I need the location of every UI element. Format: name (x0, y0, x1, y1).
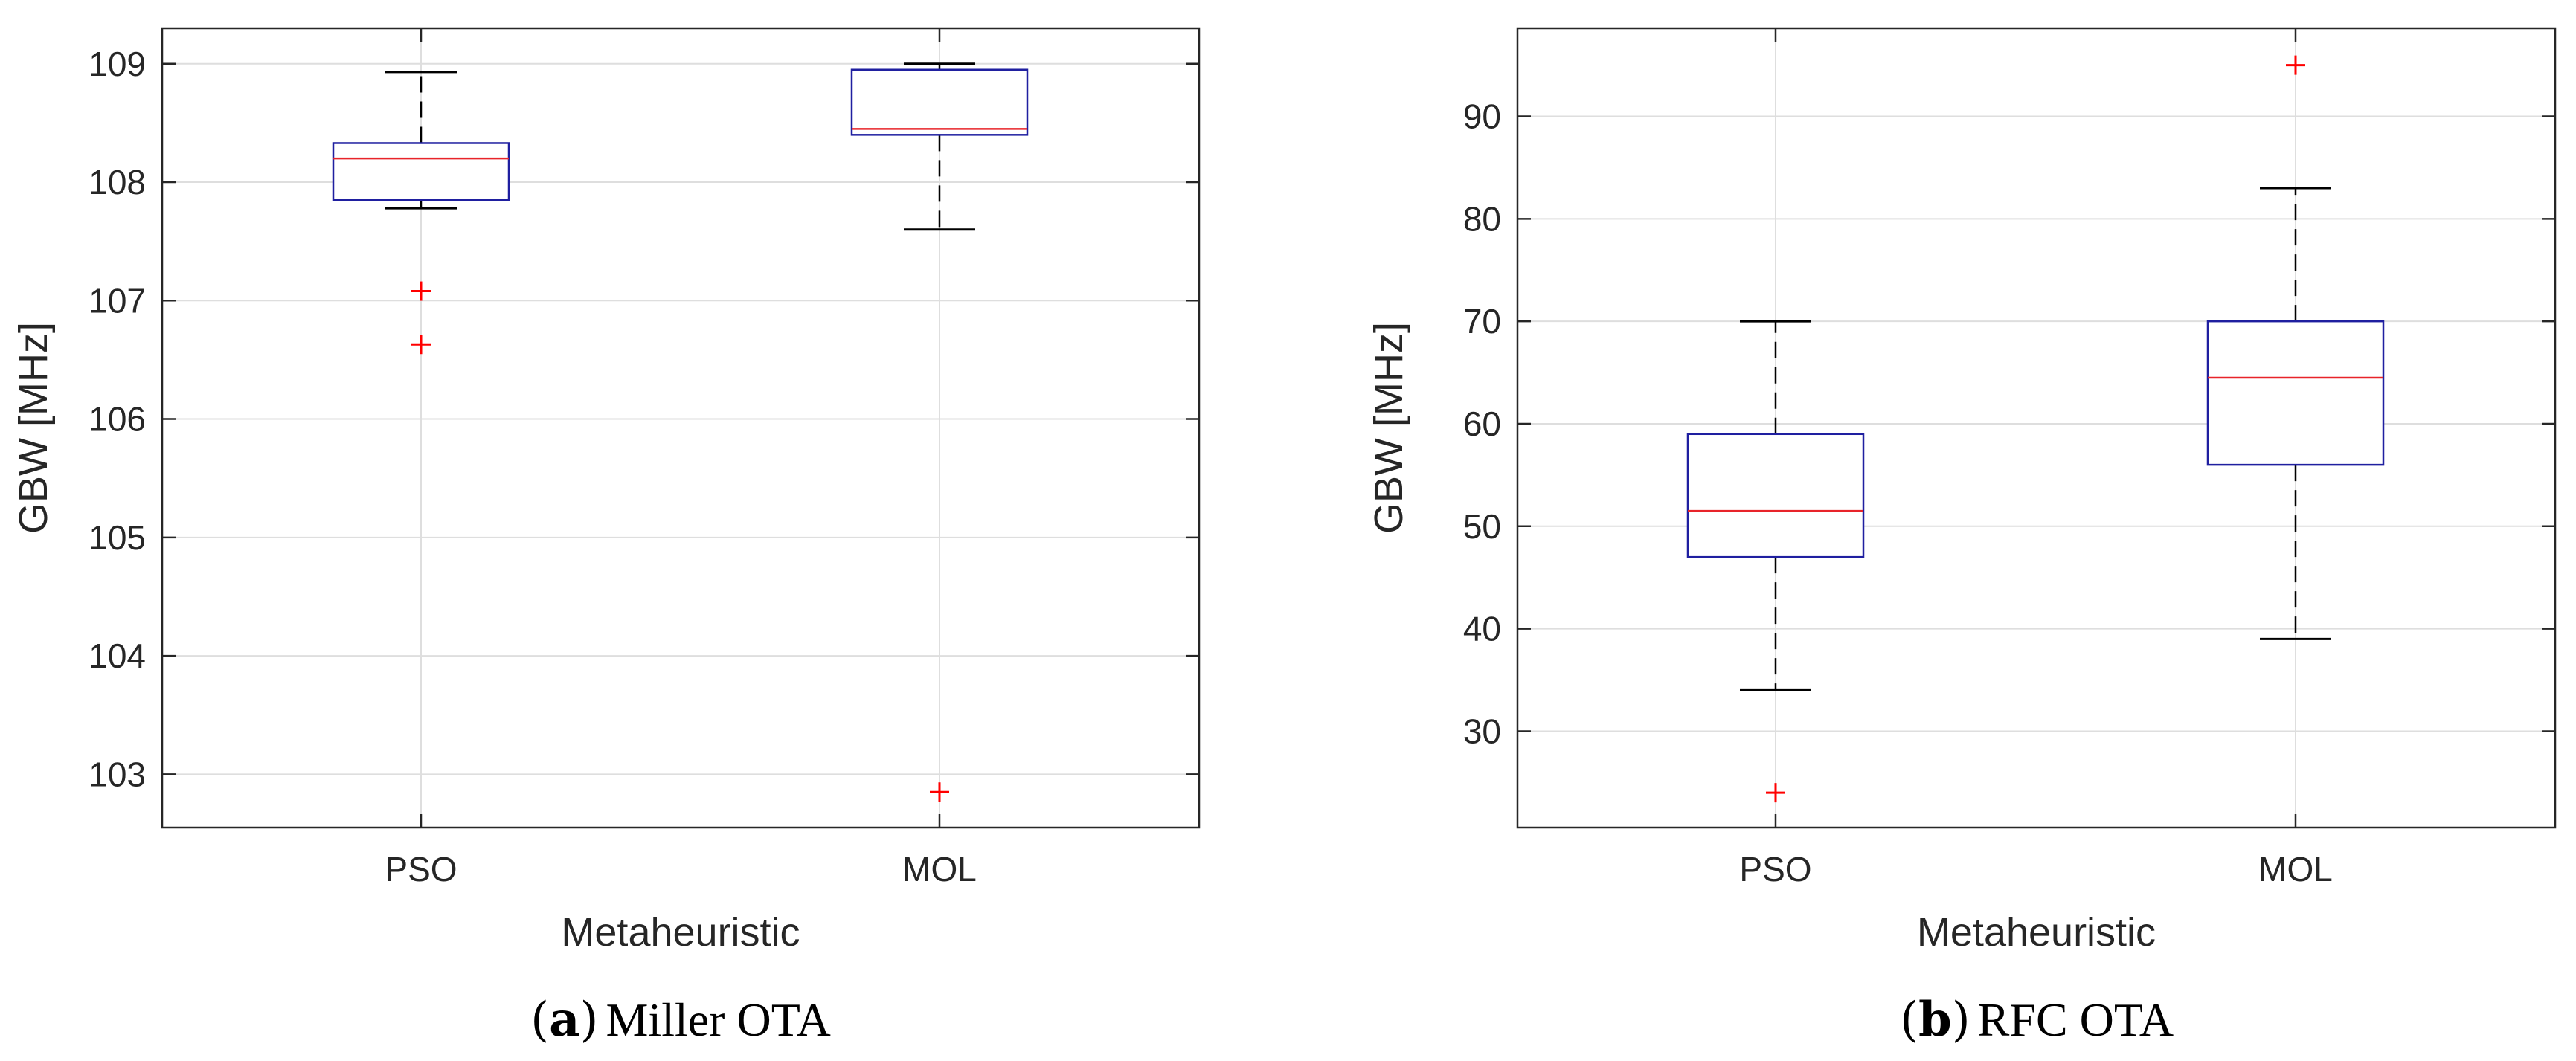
y-axis-label: GBW [MHz] (1366, 322, 1411, 534)
y-tick-label: 40 (1463, 610, 1501, 648)
x-tick-label: PSO (385, 850, 457, 889)
x-tick-label: MOL (902, 850, 977, 889)
y-axis-label: GBW [MHz] (11, 322, 56, 534)
x-axis-label: Metaheuristic (1917, 910, 2156, 955)
y-tick-label: 109 (89, 45, 146, 83)
panel-caption: (b) RFC OTA (1900, 992, 2174, 1048)
box-pso (332, 71, 510, 355)
y-tick-label: 60 (1463, 404, 1501, 443)
y-tick-label: 50 (1463, 507, 1501, 546)
iqr-box (2206, 320, 2385, 466)
outlier-marker (411, 281, 431, 301)
outlier-marker (1766, 783, 1785, 803)
iqr-box (850, 68, 1029, 136)
box-mol (850, 62, 1029, 802)
caption-title: RFC OTA (1978, 993, 2174, 1046)
x-tick-label: PSO (1739, 850, 1811, 889)
box-pso (1686, 320, 1865, 803)
iqr-box (332, 142, 510, 201)
y-tick-label: 107 (89, 281, 146, 320)
y-tick-label: 70 (1463, 302, 1501, 341)
x-axis-label: Metaheuristic (561, 910, 800, 955)
caption-letter: b (1918, 992, 1952, 1048)
outlier-marker (2286, 55, 2305, 75)
axes-frame (161, 27, 1201, 829)
panel-b-rfc-ota: 30 40 50 60 70 80 90 PSO MOL GBW [MHz] Metaheurist… (1366, 27, 2557, 1048)
caption-title: Miller OTA (606, 993, 831, 1046)
panel-a-miller-ota: 103 104 105 106 107 108 109 PSO MOL GBW [MHz] Meta… (11, 27, 1201, 1048)
caption-letter: a (549, 992, 579, 1048)
iqr-box (1686, 433, 1865, 558)
box-mol (2206, 55, 2385, 640)
outlier-marker (411, 335, 431, 355)
y-tick-label: 30 (1463, 712, 1501, 750)
y-tick-label: 80 (1463, 199, 1501, 238)
y-tick-label: 106 (89, 400, 146, 439)
y-tick-label: 105 (89, 518, 146, 557)
x-tick-label: MOL (2258, 850, 2333, 889)
y-tick-label: 104 (89, 636, 146, 675)
panel-caption: (a) Miller OTA (530, 992, 831, 1048)
axes-frame (1516, 27, 2557, 829)
outlier-marker (930, 782, 949, 802)
y-tick-label: 108 (89, 163, 146, 201)
y-tick-label: 90 (1463, 97, 1501, 136)
y-tick-label: 103 (89, 755, 146, 793)
